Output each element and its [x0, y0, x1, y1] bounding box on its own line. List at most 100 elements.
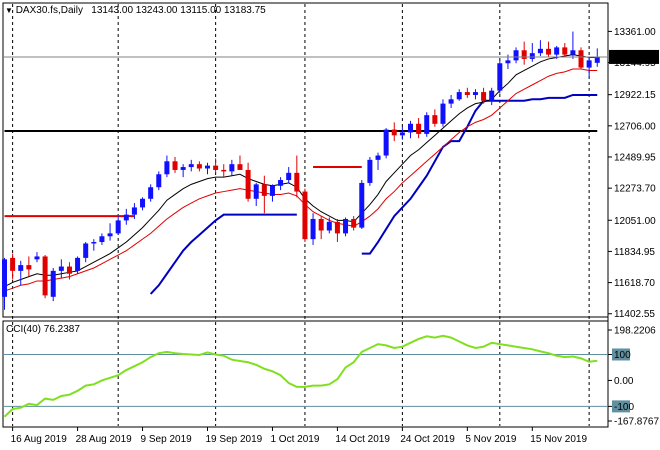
candle-body	[205, 165, 210, 169]
candle-body	[383, 129, 389, 156]
candle-body	[156, 174, 162, 188]
candle-body	[464, 92, 470, 95]
candle-body	[310, 218, 316, 240]
symbol-timeframe: DAX30.fs,Daily	[15, 5, 83, 16]
candle-body	[521, 50, 527, 59]
candle	[497, 58, 503, 94]
candle-body	[554, 47, 560, 55]
candle-body	[294, 172, 300, 192]
candle-body	[140, 198, 146, 208]
candle-body	[66, 266, 72, 274]
candle-body	[472, 92, 478, 95]
price-tick-label: 13361.00	[614, 27, 656, 38]
candle-body	[594, 56, 600, 63]
candle-body	[562, 47, 568, 55]
price-tick-label: 12489.95	[614, 152, 656, 163]
candle	[481, 87, 487, 104]
candle-body	[18, 265, 24, 271]
candle-body	[456, 92, 462, 100]
candle-body	[10, 257, 16, 271]
candle-body	[278, 180, 284, 186]
time-tick-label: 15 Nov 2019	[530, 434, 587, 445]
candle	[351, 216, 357, 231]
candle-body	[424, 115, 430, 134]
candle-body	[375, 155, 381, 160]
candle	[34, 252, 40, 263]
candle	[456, 89, 462, 101]
ohlc-values: 13143.00 13243.00 13115.00 13183.75	[91, 5, 266, 16]
cci-tick-label: 198.2206	[614, 326, 656, 337]
candle-body	[448, 99, 454, 104]
candle-body	[180, 167, 186, 170]
candle	[594, 48, 600, 67]
current-price-box	[609, 49, 659, 64]
candle-body	[391, 129, 397, 136]
header: ▼ DAX30.fs,Daily 13143.00 13243.00 13115…	[5, 5, 266, 16]
candle	[245, 162, 251, 202]
slow-ma-line	[4, 68, 598, 292]
price-tick-label: 11618.70	[614, 278, 655, 289]
candle	[521, 41, 527, 65]
candle-body	[34, 256, 40, 260]
candle-body	[99, 236, 105, 243]
candle	[448, 94, 454, 108]
price-axis-ticks: 13361.0013144.9512922.1512706.0012489.95…	[608, 27, 656, 320]
candle	[131, 203, 137, 219]
candle	[310, 213, 316, 245]
candle	[586, 57, 592, 78]
candle	[432, 109, 438, 127]
candle	[18, 260, 24, 286]
candle-body	[302, 191, 308, 240]
collapse-arrow-icon[interactable]: ▼	[5, 6, 13, 15]
candle	[578, 47, 584, 70]
candle	[408, 120, 413, 139]
candle	[123, 208, 129, 225]
price-tick-label: 12706.00	[614, 121, 656, 132]
candle-body	[408, 123, 413, 133]
candle-body	[286, 172, 292, 181]
candle	[326, 217, 332, 234]
candle-body	[326, 221, 332, 231]
candle-body	[578, 50, 584, 68]
candle	[343, 217, 349, 237]
candle	[253, 182, 259, 206]
time-axis-ticks: 16 Aug 2019 28 Aug 2019 9 Sep 2019 19 Sep 2…	[11, 427, 587, 445]
candle-body	[2, 259, 7, 297]
candle-body	[505, 60, 511, 64]
candle-body	[399, 132, 405, 136]
candle-body	[188, 164, 194, 168]
candle	[383, 128, 389, 159]
cci-line	[3, 334, 598, 418]
candle	[367, 156, 373, 186]
candle	[286, 167, 292, 183]
cci-level-tag	[612, 348, 630, 361]
candle	[294, 155, 300, 198]
cci-tick-label: 100	[614, 350, 631, 361]
candle	[562, 43, 568, 58]
candle	[75, 256, 81, 274]
main-panel-frame	[2, 2, 609, 318]
candle	[180, 164, 186, 178]
horizontal-levels	[4, 130, 598, 218]
candle	[213, 158, 219, 173]
time-tick-label: 28 Aug 2019	[76, 434, 133, 445]
support-line-series	[149, 93, 598, 295]
candle-body	[269, 185, 275, 196]
candle	[148, 184, 154, 202]
candle	[278, 177, 284, 191]
candle-body	[489, 90, 495, 101]
candle-body	[343, 218, 349, 234]
candle-body	[546, 48, 552, 55]
candle	[83, 242, 89, 263]
candle-body	[359, 182, 365, 228]
cci-tick-label: -167.8767	[614, 417, 659, 428]
candle	[115, 216, 121, 235]
candle-body	[261, 184, 267, 196]
candle	[546, 41, 552, 58]
candle	[164, 155, 170, 178]
candle	[221, 164, 227, 178]
candle-body	[432, 115, 438, 124]
candle	[42, 255, 48, 299]
candle-body	[213, 165, 219, 170]
